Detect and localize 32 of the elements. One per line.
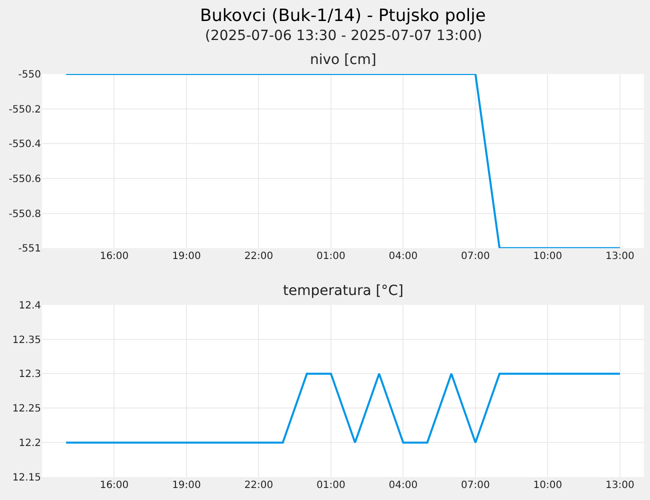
- y-tick-label: -550.6: [8, 174, 41, 185]
- x-tick-label: 01:00: [316, 251, 346, 262]
- x-tick-label: 19:00: [172, 480, 201, 491]
- y-tick-label: 12.25: [12, 404, 41, 415]
- x-tick-label: 04:00: [388, 251, 418, 262]
- x-tick-label: 16:00: [100, 251, 129, 262]
- y-tick-label: 12.35: [12, 334, 41, 346]
- x-tick-label: 22:00: [244, 480, 274, 491]
- x-tick-label: 16:00: [100, 480, 129, 491]
- y-tick-label: -550.8: [8, 208, 41, 220]
- x-tick-label: 22:00: [244, 251, 274, 262]
- x-tick-label: 13:00: [606, 480, 634, 491]
- chart-title: temperatura [°C]: [283, 283, 404, 299]
- x-tick-label: 07:00: [461, 480, 490, 491]
- y-tick-label: 12.3: [18, 369, 41, 380]
- y-tick-label: -550.4: [8, 139, 41, 150]
- x-tick-label: 10:00: [533, 480, 562, 491]
- y-tick-label: -550.2: [8, 104, 41, 116]
- y-tick-label: 12.2: [18, 438, 41, 450]
- chart-title: Bukovci (Buk-1/14) - Ptujsko polje: [200, 6, 486, 26]
- x-tick-label: 07:00: [461, 251, 490, 262]
- y-tick-label: -550: [18, 70, 41, 80]
- x-tick-label: 01:00: [316, 480, 346, 491]
- chart-subtitle: (2025-07-06 13:30 - 2025-07-07 13:00): [205, 28, 482, 44]
- x-tick-label: 04:00: [388, 480, 418, 491]
- y-tick-label: 12.15: [12, 472, 41, 484]
- x-tick-label: 19:00: [172, 251, 201, 262]
- text: nivo [cm]: [310, 52, 376, 68]
- y-tick-label: -551: [18, 244, 41, 255]
- x-tick-label: 10:00: [533, 251, 562, 262]
- x-tick-label: 13:00: [606, 251, 634, 262]
- y-tick-label: 12.4: [18, 300, 41, 312]
